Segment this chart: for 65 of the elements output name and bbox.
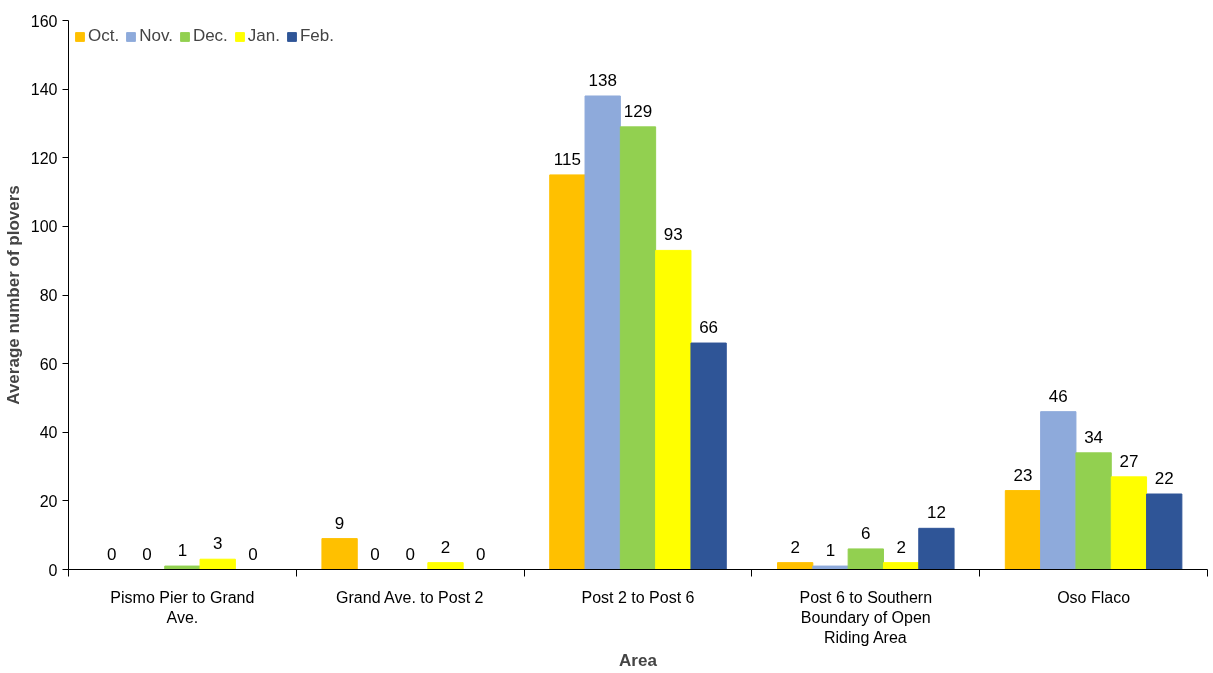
bar bbox=[882, 562, 920, 570]
data-label: 2 bbox=[896, 537, 906, 557]
bar bbox=[655, 249, 692, 570]
bar bbox=[847, 548, 884, 570]
y-tick-label: 60 bbox=[39, 355, 58, 373]
data-label: 0 bbox=[142, 544, 152, 564]
data-label: 2 bbox=[790, 537, 800, 557]
data-label: 93 bbox=[663, 225, 683, 245]
data-label: 2 bbox=[440, 537, 451, 557]
data-label: 0 bbox=[248, 544, 258, 564]
bar bbox=[427, 562, 464, 570]
bar bbox=[1004, 490, 1042, 570]
y-tick-label: 140 bbox=[30, 81, 58, 99]
x-tick-label: Oso Flaco bbox=[1057, 588, 1131, 606]
x-tick-label: Post 2 to Post 6 bbox=[581, 588, 695, 606]
y-tick-label: 160 bbox=[30, 12, 58, 30]
bar bbox=[777, 562, 814, 570]
legend-label: Dec. bbox=[192, 26, 228, 46]
y-tick-label: 120 bbox=[30, 149, 58, 167]
bar bbox=[619, 126, 657, 570]
legend-label: Feb. bbox=[299, 26, 335, 46]
x-axis-title: Area bbox=[619, 651, 658, 671]
data-label: 129 bbox=[623, 101, 653, 121]
data-label: 66 bbox=[699, 318, 719, 338]
data-label: 34 bbox=[1084, 427, 1104, 447]
y-tick-label: 0 bbox=[48, 561, 58, 579]
y-tick-label: 40 bbox=[39, 424, 58, 442]
x-tick-label: Post 6 to Southern Boundary of Open Riding Area bbox=[799, 588, 933, 647]
data-label: 3 bbox=[212, 534, 223, 554]
data-label: 0 bbox=[107, 544, 117, 564]
x-tick-label: Grand Ave. to Post 2 bbox=[336, 588, 484, 606]
data-label: 0 bbox=[476, 544, 486, 564]
data-label: 6 bbox=[861, 523, 871, 543]
data-label: 12 bbox=[926, 503, 946, 523]
x-tick-label: Pismo Pier to Grand Ave. bbox=[110, 588, 255, 626]
bar bbox=[199, 558, 236, 570]
bar bbox=[812, 565, 849, 570]
data-label: 23 bbox=[1013, 465, 1033, 485]
y-axis-title: Average number of plovers bbox=[3, 185, 23, 405]
bar bbox=[584, 95, 621, 570]
bar bbox=[164, 565, 201, 570]
bar bbox=[918, 527, 955, 570]
data-label: 138 bbox=[588, 70, 617, 90]
y-tick-label: 80 bbox=[39, 287, 58, 304]
legend-label: Oct. bbox=[88, 26, 120, 46]
legend-label: Nov. bbox=[139, 26, 173, 46]
bar bbox=[1110, 476, 1148, 570]
bar bbox=[321, 538, 358, 570]
bar bbox=[549, 174, 586, 570]
data-label: 1 bbox=[177, 541, 188, 561]
y-tick-label: 100 bbox=[30, 218, 58, 236]
data-label: 0 bbox=[405, 544, 415, 564]
data-label: 115 bbox=[553, 149, 581, 169]
y-tick-label: 20 bbox=[39, 492, 58, 510]
legend-label: Jan. bbox=[247, 26, 280, 46]
data-label: 27 bbox=[1119, 451, 1139, 471]
data-label: 22 bbox=[1154, 469, 1174, 489]
bar bbox=[1040, 411, 1077, 570]
data-label: 46 bbox=[1048, 386, 1068, 406]
data-label: 0 bbox=[370, 544, 380, 564]
bar bbox=[1075, 452, 1112, 570]
bar bbox=[1146, 493, 1183, 570]
data-label: 1 bbox=[825, 541, 836, 561]
bar bbox=[690, 342, 727, 570]
data-label: 9 bbox=[334, 513, 345, 533]
